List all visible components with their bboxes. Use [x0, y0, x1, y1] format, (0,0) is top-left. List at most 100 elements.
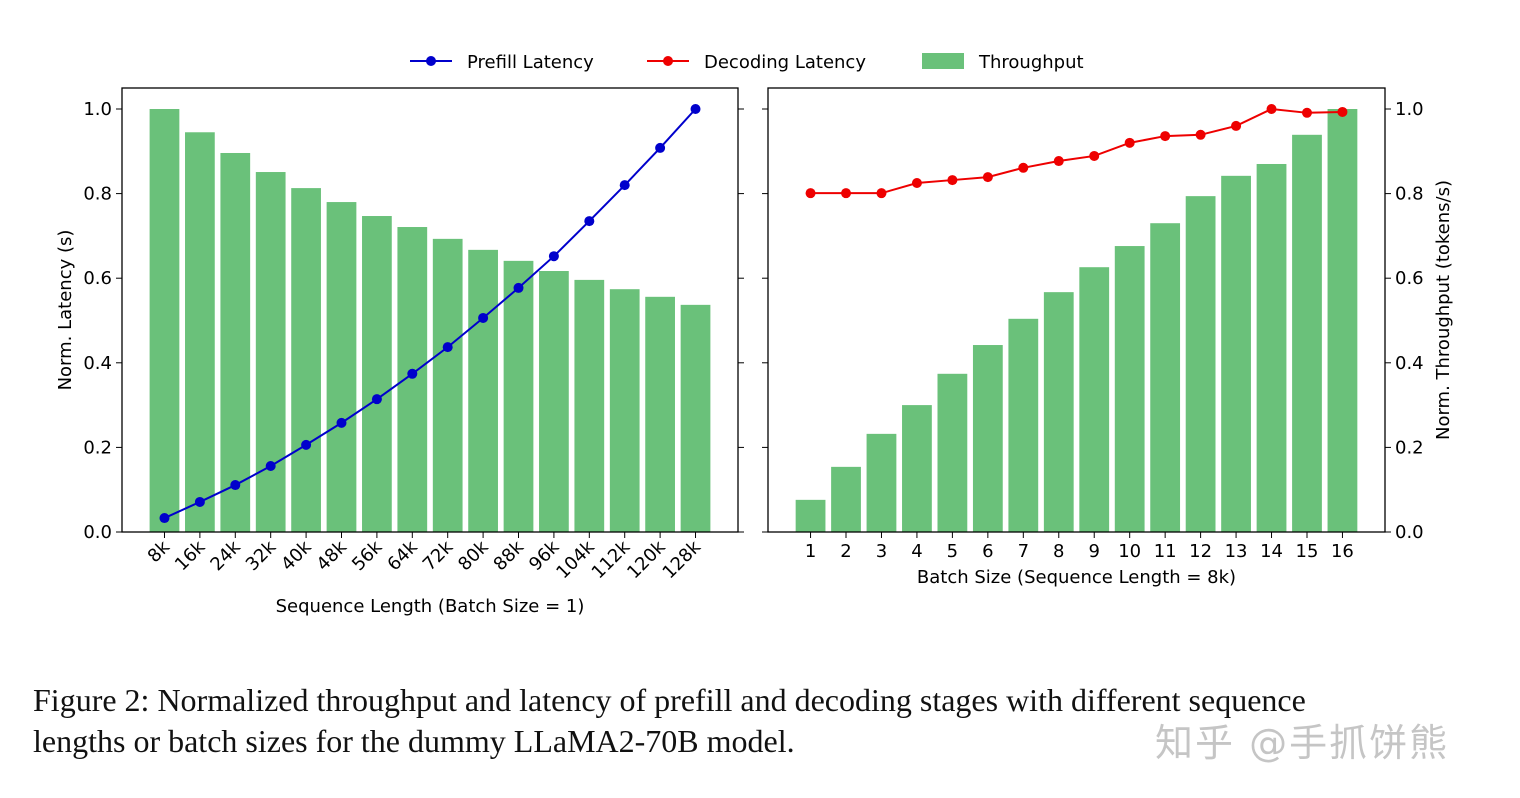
x-tick-label: 12	[1189, 541, 1212, 562]
panel-2	[762, 87, 1391, 538]
x-tick-label: 40k	[277, 536, 316, 575]
bar-16	[1327, 109, 1358, 532]
bar-40k	[291, 188, 321, 532]
x-tick-label: 14	[1260, 541, 1283, 562]
x-tick-label: 11	[1154, 541, 1177, 562]
bar-56k	[362, 216, 392, 533]
y-tick-label: 0.2	[1395, 437, 1424, 458]
bar-2	[831, 466, 861, 532]
bar-15	[1292, 134, 1322, 533]
caption-line-2: lengths or batch sizes for the dummy LLa…	[33, 723, 795, 759]
y-axis-label: Norm. Latency (s)	[55, 230, 76, 391]
x-tick-label: 112k	[588, 536, 635, 583]
x-axis-label: Batch Size (Sequence Length = 8k)	[917, 567, 1236, 588]
x-tick-label: 8	[1053, 541, 1064, 562]
point-5	[947, 175, 958, 186]
y-tick-label: 1.0	[83, 99, 112, 120]
point-64k	[407, 368, 418, 379]
x-tick-label: 10	[1118, 541, 1141, 562]
point-12	[1195, 129, 1206, 140]
legend-marker	[663, 56, 673, 66]
point-16k	[194, 496, 205, 507]
point-11	[1160, 131, 1171, 142]
x-tick-label: 15	[1296, 541, 1319, 562]
bar-6	[972, 345, 1003, 532]
x-tick-label: 104k	[552, 536, 599, 583]
x-tick-label: 9	[1089, 541, 1100, 562]
bar-13	[1221, 175, 1251, 533]
y-axis-label: Norm. Throughput (tokens/s)	[1433, 180, 1454, 440]
bar-24k	[220, 152, 251, 532]
x-tick-label: 80k	[454, 536, 493, 575]
x-tick-label: 3	[876, 541, 887, 562]
x-tick-label: 32k	[242, 536, 281, 575]
y-tick-label: 1.0	[1395, 99, 1424, 120]
plot-frame	[767, 87, 1386, 533]
y-tick-label: 0.0	[1395, 522, 1424, 543]
point-72k	[442, 342, 453, 353]
line-decoding-latency	[810, 107, 1343, 195]
bar-5	[937, 373, 968, 532]
bar-64k	[397, 227, 428, 532]
x-tick-label: 1	[805, 541, 816, 562]
point-120k	[655, 142, 666, 153]
bar-88k	[503, 260, 534, 532]
x-tick-label: 64k	[383, 536, 422, 575]
point-40k	[301, 439, 312, 450]
point-9	[1089, 150, 1100, 161]
bar-3	[866, 433, 897, 532]
point-14	[1266, 104, 1277, 114]
x-tick-label: 16k	[171, 536, 210, 575]
bar-80k	[468, 249, 498, 532]
x-tick-label: 6	[982, 541, 993, 562]
y-tick-label: 0.4	[83, 353, 112, 374]
legend-label: Prefill Latency	[467, 52, 594, 73]
point-7	[1018, 162, 1029, 173]
bar-48k	[326, 202, 357, 532]
x-tick-label: 24k	[206, 536, 245, 575]
line-prefill-latency	[164, 108, 697, 519]
bar-112k	[609, 289, 640, 532]
bar-104k	[574, 279, 605, 532]
bar-72k	[432, 238, 463, 532]
point-16	[1337, 106, 1348, 117]
y-tick-label: 0.4	[1395, 353, 1424, 374]
bar-8	[1043, 292, 1074, 532]
bar-96k	[539, 271, 569, 532]
bar-10	[1114, 246, 1145, 532]
x-tick-label: 2	[840, 541, 851, 562]
point-8	[1053, 156, 1064, 167]
plot-frame	[121, 87, 739, 533]
point-8k	[159, 513, 170, 524]
x-axis-label: Sequence Length (Batch Size = 1)	[276, 596, 585, 617]
x-tick-label: 72k	[419, 536, 458, 575]
point-128k	[690, 104, 701, 114]
x-tick-label: 128k	[659, 536, 706, 583]
y-tick-label: 0.2	[83, 437, 112, 458]
x-tick-label: 8k	[144, 536, 175, 567]
point-2	[841, 188, 852, 199]
y-tick-label: 0.8	[1395, 184, 1424, 205]
bar-11	[1150, 223, 1181, 532]
point-112k	[619, 180, 630, 191]
bar-14	[1256, 163, 1287, 533]
legend-label: Throughput	[978, 52, 1084, 73]
y-tick-label: 0.8	[83, 184, 112, 205]
bar-128k	[680, 304, 711, 532]
x-tick-label: 48k	[313, 536, 352, 575]
bar-1	[795, 499, 826, 532]
x-tick-label: 7	[1018, 541, 1029, 562]
point-10	[1124, 137, 1135, 148]
x-tick-label: 88k	[490, 536, 529, 575]
point-4	[911, 178, 922, 189]
bar-16k	[185, 132, 215, 532]
point-96k	[548, 251, 559, 262]
point-24k	[230, 480, 241, 491]
x-tick-label: 120k	[623, 536, 670, 583]
panel-1	[116, 87, 744, 538]
x-tick-label: 5	[947, 541, 958, 562]
legend-marker	[426, 56, 436, 66]
y-tick-label: 0.0	[83, 522, 112, 543]
x-tick-label: 56k	[348, 536, 387, 575]
figure: 0.00.20.40.60.81.08k16k24k32k40k48k56k64…	[55, 52, 1454, 617]
